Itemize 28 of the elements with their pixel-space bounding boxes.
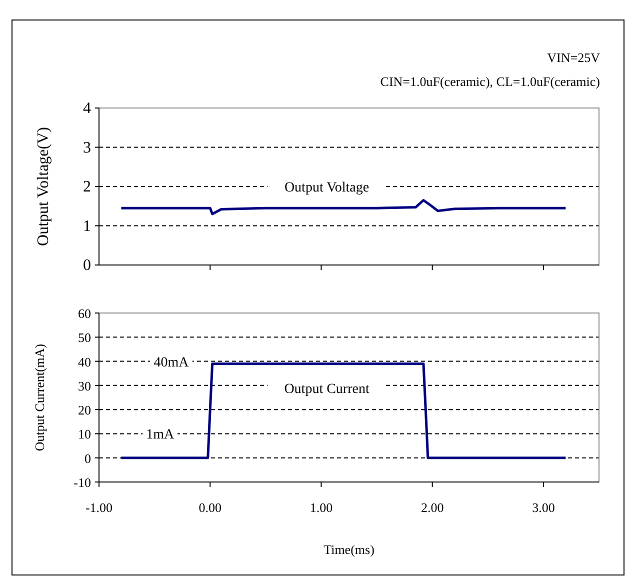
y-tick-label: 50 [78, 330, 91, 346]
y-tick-label: 0 [84, 450, 91, 466]
text: CIN=1.0uF(ceramic), CL=1.0uF(ceramic) [380, 74, 600, 89]
y-tick-label: 0 [83, 257, 91, 274]
y-tick-label: 20 [78, 402, 91, 418]
x-tick-label: 1.00 [310, 500, 333, 515]
y-tick-label: 10 [78, 426, 91, 442]
line-series [120, 198, 567, 216]
y-tick-label: 4 [83, 100, 91, 117]
y-tick-label: 2 [83, 178, 91, 196]
y-axis-title: Output Voltage(V) [35, 127, 52, 246]
annotation: Output Current [284, 382, 370, 397]
annotation: Output Voltage [284, 180, 370, 196]
annotation: 1mA [146, 428, 175, 443]
y-tick-label: -10 [74, 475, 91, 490]
text: VIN=25V [547, 50, 601, 65]
x-axis-title: Time(ms) [324, 542, 374, 557]
y-tick-label: 60 [78, 306, 91, 321]
annotation: 40mA [154, 355, 190, 370]
x-tick-label: 0.00 [198, 500, 222, 515]
x-tick-label: 3.00 [532, 500, 555, 515]
y-tick-label: 40 [78, 354, 91, 370]
y-tick-label: 30 [78, 378, 91, 394]
y-axis-title: Output Current(mA) [32, 344, 47, 452]
y-tick-label: 1 [83, 218, 91, 235]
x-tick-label: 2.00 [420, 500, 444, 515]
y-tick-label: 3 [83, 139, 91, 156]
x-tick-label: -1.00 [85, 500, 113, 515]
